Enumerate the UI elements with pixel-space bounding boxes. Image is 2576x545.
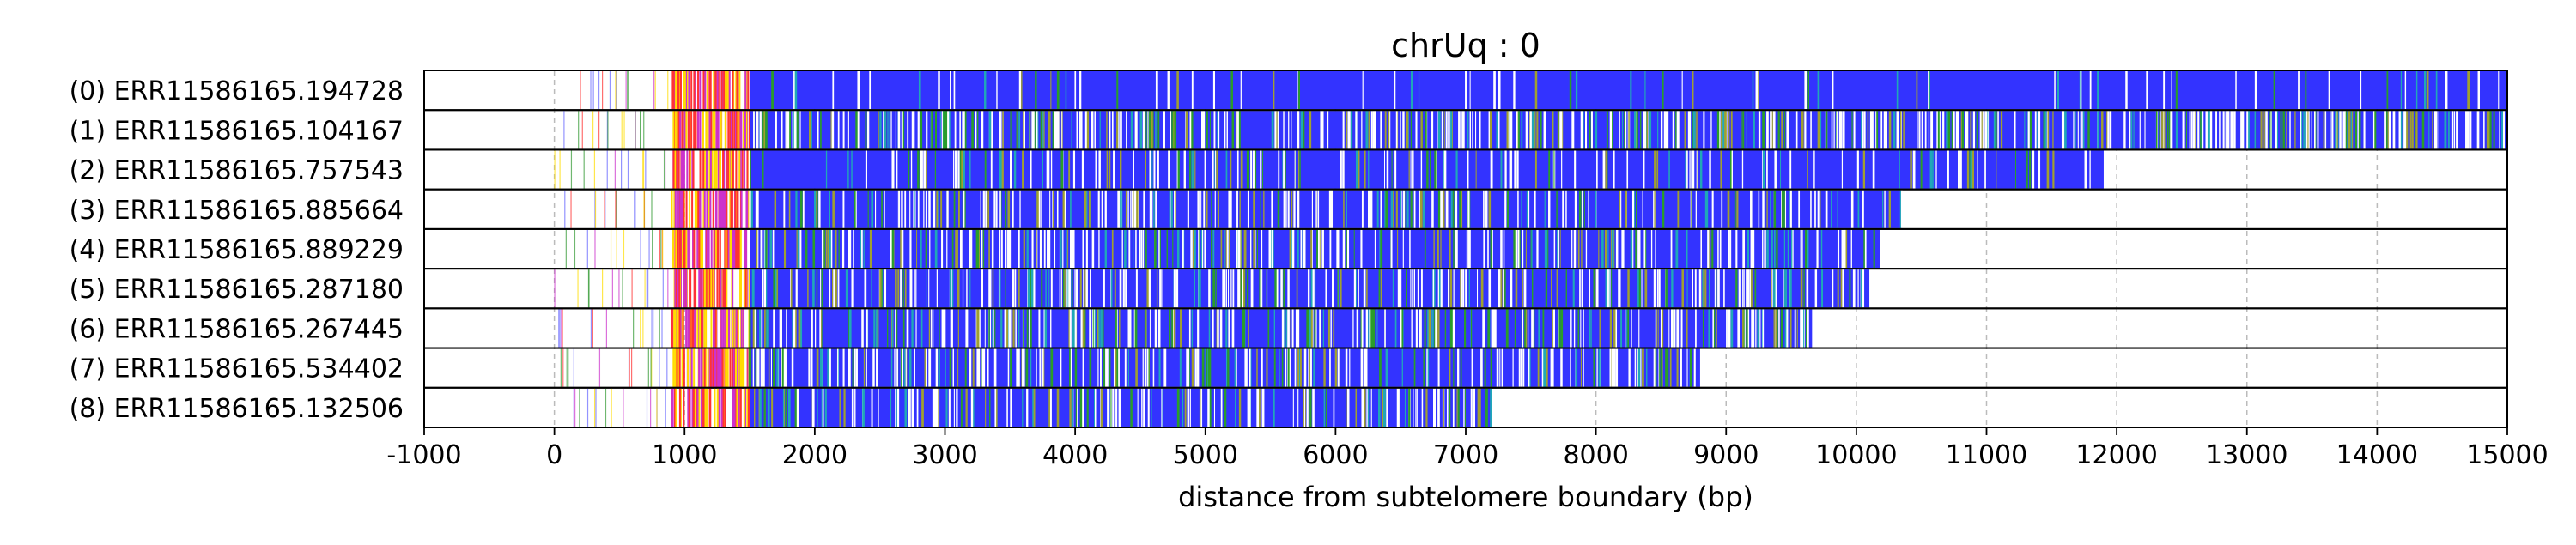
x-axis: -1000 0 1000 2000 3000 4000 5000 6000 7000 8000 90…: [386, 427, 2549, 470]
x-tick-label: 8000: [1563, 440, 1628, 470]
x-tick-label: 14000: [2336, 440, 2418, 470]
read-label: (3) ERR11586165.885664: [70, 196, 404, 226]
read-label: (2) ERR11586165.757543: [70, 156, 404, 186]
chart-title: chrUq : 0: [1391, 27, 1540, 64]
x-tick-label: 3000: [912, 440, 977, 470]
x-tick-label: 7000: [1433, 440, 1498, 470]
read-row: [423, 268, 2508, 310]
telomere-region: [750, 71, 2507, 110]
tracks-layer: [423, 70, 2508, 428]
read-label: (0) ERR11586165.194728: [70, 76, 404, 106]
read-row: [423, 70, 2508, 112]
x-axis-label: distance from subtelomere boundary (bp): [1178, 481, 1753, 513]
read-row: [423, 109, 2508, 151]
x-tick-label: 5000: [1173, 440, 1238, 470]
x-tick-label: 9000: [1693, 440, 1759, 470]
read-label: (8) ERR11586165.132506: [70, 394, 404, 424]
read-label: (6) ERR11586165.267445: [70, 314, 404, 344]
x-tick-label: 12000: [2075, 440, 2157, 470]
read-label: (7) ERR11586165.534402: [70, 354, 404, 385]
telomere-region: [750, 229, 1880, 269]
read-row: [423, 307, 2508, 349]
row-labels: (0) ERR11586165.194728 (1) ERR11586165.10…: [70, 76, 404, 424]
x-tick-label: 10000: [1815, 440, 1897, 470]
x-tick-label: 1000: [652, 440, 717, 470]
x-tick-label: 15000: [2466, 440, 2548, 470]
x-tick-label: -1000: [386, 440, 461, 470]
telomere-region: [750, 348, 1700, 387]
read-row: [423, 188, 2508, 230]
x-tick-label: 4000: [1042, 440, 1108, 470]
read-row: [423, 148, 2508, 191]
x-tick-label: 13000: [2206, 440, 2287, 470]
read-label: (1) ERR11586165.104167: [70, 116, 404, 146]
x-tick-label: 0: [546, 440, 562, 470]
read-row: [423, 227, 2508, 270]
x-tick-label: 11000: [1946, 440, 2027, 470]
telomere-region: [750, 309, 1813, 348]
read-row: [423, 347, 2508, 389]
x-tick-label: 2000: [782, 440, 848, 470]
read-row: [423, 386, 2508, 428]
read-label: (4) ERR11586165.889229: [70, 235, 404, 265]
x-tick-label: 6000: [1303, 440, 1368, 470]
read-label: (5) ERR11586165.287180: [70, 275, 404, 305]
